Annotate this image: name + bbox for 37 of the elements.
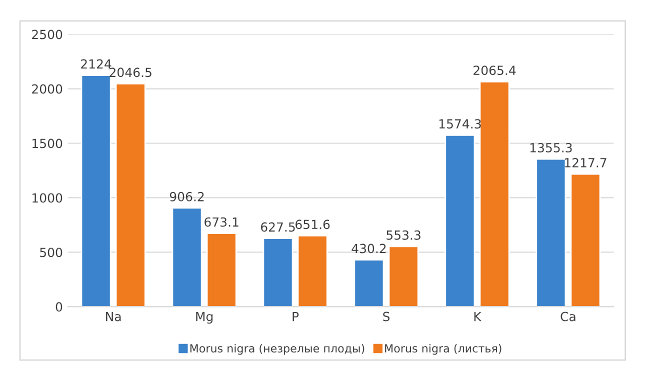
data-label: 1217.7 — [565, 158, 606, 168]
legend-label: Morus nigra (незрелые плоды) — [190, 344, 364, 355]
x-tick-label: Ca — [560, 312, 576, 322]
bar — [172, 207, 202, 307]
y-tick-label: 1500 — [32, 138, 62, 148]
data-label: 627.5 — [260, 222, 295, 232]
bar — [570, 173, 601, 307]
data-label: 906.2 — [170, 192, 204, 202]
data-label: 673.1 — [204, 217, 238, 227]
x-tick-label: Mg — [196, 312, 213, 324]
data-label: 2046.5 — [110, 68, 152, 78]
legend-label: Morus nigra (листья) — [385, 344, 502, 355]
data-label: 651.6 — [296, 220, 330, 230]
x-tick-label: S — [383, 312, 390, 322]
bar — [479, 80, 510, 307]
bar — [262, 238, 294, 307]
bar — [115, 83, 146, 307]
x-tick-label: K — [474, 312, 482, 322]
x-tick-label: P — [292, 312, 299, 322]
bar — [444, 134, 476, 307]
y-tick-label: 500 — [40, 248, 62, 258]
data-label: 430.2 — [352, 244, 386, 254]
bar — [354, 259, 384, 307]
data-label: 1355.3 — [530, 142, 572, 152]
y-tick-label: 0 — [56, 302, 62, 312]
data-label: 2124 — [81, 59, 112, 68]
bar — [536, 158, 566, 307]
data-label: 2065.4 — [474, 66, 516, 76]
bar — [206, 232, 237, 307]
x-tick-label: Na — [106, 312, 121, 322]
y-tick-label: 2000 — [32, 84, 62, 94]
y-tick-label: 2500 — [32, 30, 62, 40]
bar — [297, 235, 328, 307]
data-label: 553.3 — [386, 230, 420, 240]
bar — [388, 246, 419, 307]
y-tick-label: 1000 — [32, 193, 62, 203]
bar — [80, 74, 112, 307]
